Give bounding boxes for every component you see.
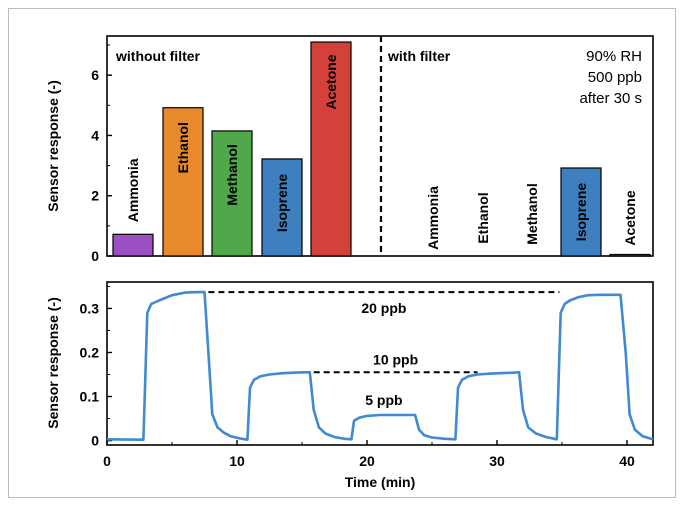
bar-label-ammonia: Ammonia xyxy=(425,186,441,250)
bar-label-isoprene: Isoprene xyxy=(573,183,589,242)
bar-methanol-without-filter xyxy=(211,130,253,257)
bottom-y-axis-title: Sensor response (-) xyxy=(45,297,61,428)
x-tick-label: 20 xyxy=(359,453,375,469)
bar-label-ammonia: Ammonia xyxy=(125,158,141,222)
top-y-tick-label: 2 xyxy=(91,188,99,204)
bottom-y-tick-label: 0.3 xyxy=(80,300,100,316)
condition-note: 90% RH xyxy=(586,48,642,65)
x-tick-label: 40 xyxy=(619,453,635,469)
bar-label-ethanol: Ethanol xyxy=(475,192,491,243)
x-tick-label: 30 xyxy=(489,453,505,469)
bar-label-ethanol: Ethanol xyxy=(175,122,191,173)
bar-acetone-with-filter xyxy=(609,253,651,257)
bar-label-acetone: Acetone xyxy=(323,54,339,109)
x-tick-label: 0 xyxy=(103,453,111,469)
bar-isoprene-with-filter xyxy=(560,167,602,257)
condition-note: 500 ppb xyxy=(588,69,642,86)
x-axis-title: Time (min) xyxy=(345,474,416,490)
bar-label-methanol: Methanol xyxy=(524,183,540,244)
top-y-tick-label: 6 xyxy=(91,67,99,83)
top-y-axis-title: Sensor response (-) xyxy=(45,80,61,211)
x-tick-label: 10 xyxy=(229,453,245,469)
top-y-tick-label: 4 xyxy=(91,127,99,143)
bar-acetone-without-filter xyxy=(310,41,352,257)
response-curve xyxy=(106,290,654,441)
group-label-with-filter: with filter xyxy=(387,48,451,64)
bottom-y-tick-label: 0.2 xyxy=(80,344,100,360)
figure-frame xyxy=(8,8,676,498)
bottom-y-tick-label: 0.1 xyxy=(80,389,100,405)
level-label: 10 ppb xyxy=(373,351,418,367)
bottom-y-tick-label: 0 xyxy=(91,433,99,449)
group-label-without-filter: without filter xyxy=(115,48,201,64)
top-y-tick-label: 0 xyxy=(91,248,99,264)
level-label: 20 ppb xyxy=(361,300,406,316)
bar-label-isoprene: Isoprene xyxy=(274,174,290,233)
bar-isoprene-without-filter xyxy=(261,158,303,257)
condition-note: after 30 s xyxy=(579,90,642,107)
bar-ethanol-without-filter xyxy=(162,107,204,257)
bar-label-methanol: Methanol xyxy=(224,144,240,205)
bar-label-acetone: Acetone xyxy=(622,190,638,245)
level-label: 5 ppb xyxy=(365,392,402,408)
bar-ammonia-without-filter xyxy=(112,233,154,257)
bottom-plot-area xyxy=(106,281,654,446)
